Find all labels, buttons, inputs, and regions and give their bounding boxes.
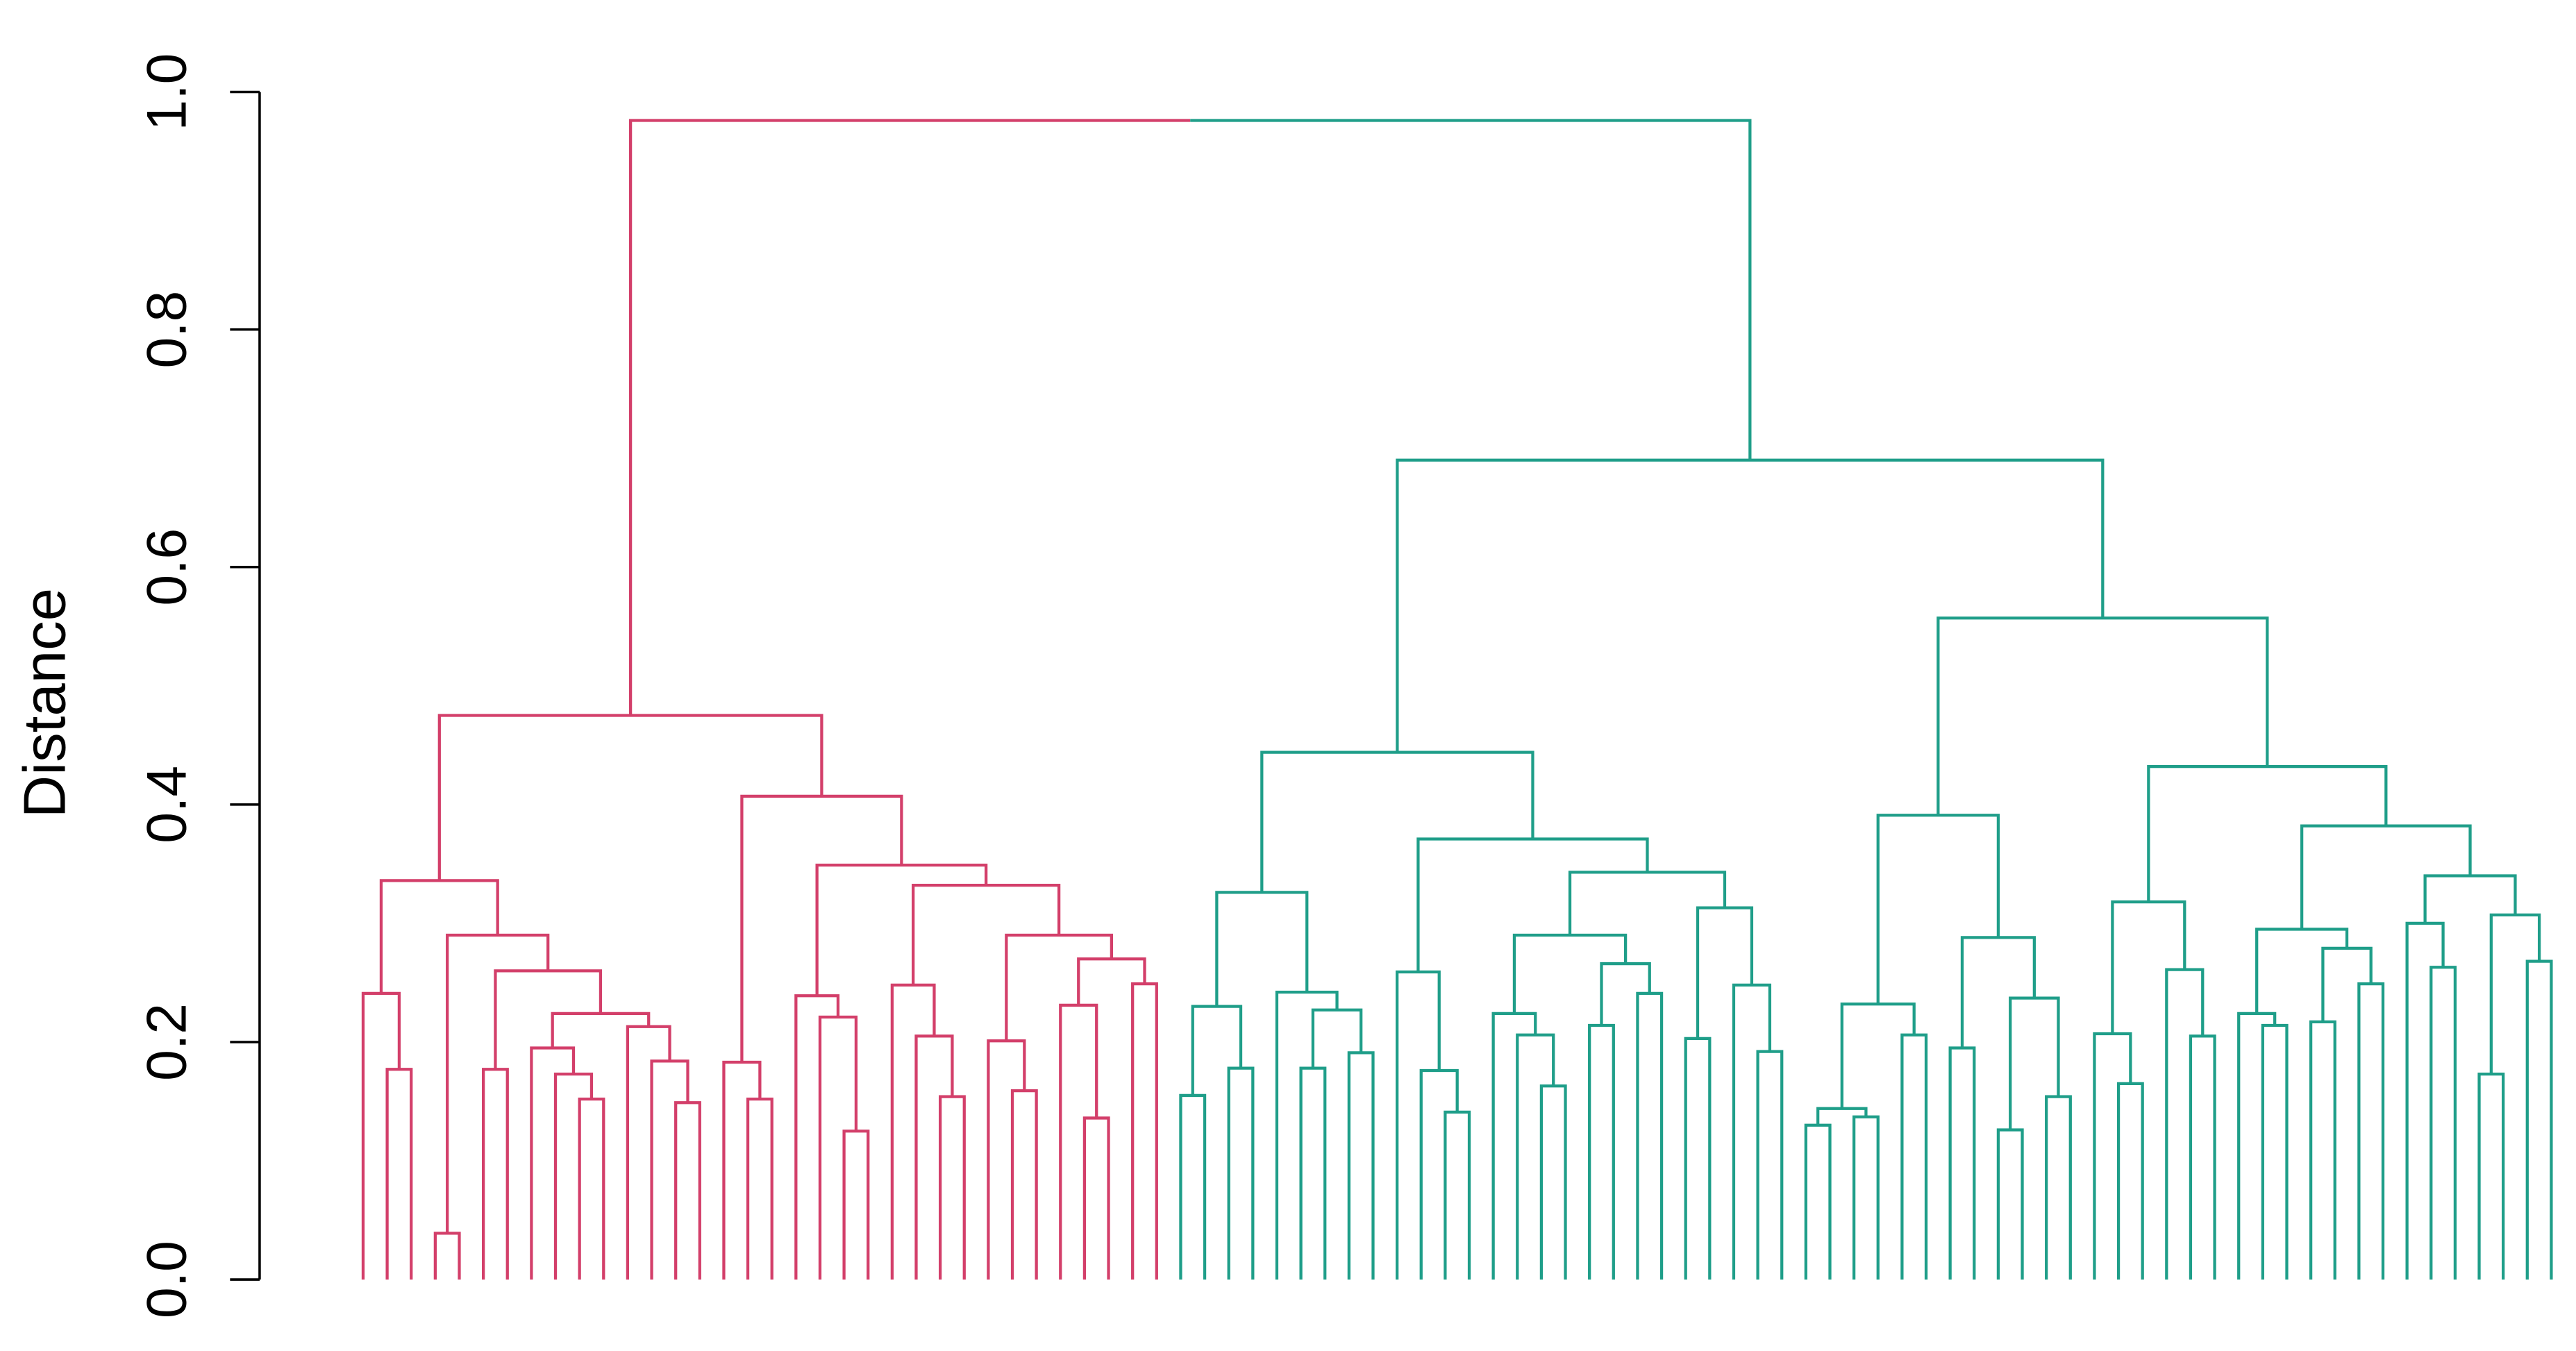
branch [1227, 1066, 1255, 1280]
branch [650, 1059, 689, 1280]
branch [437, 714, 823, 881]
branch [1900, 1033, 1928, 1280]
branch [1804, 1123, 1832, 1280]
branch [842, 1130, 870, 1280]
branch [1636, 991, 1664, 1280]
branch [1516, 1033, 1555, 1280]
branch [746, 1097, 773, 1280]
branch [674, 1101, 701, 1280]
y-tick-label: 1.0 [135, 53, 198, 131]
branch [385, 1068, 413, 1280]
branch [1059, 1003, 1098, 1280]
branch [987, 1039, 1026, 1280]
branch [1444, 1110, 1471, 1280]
branch [2189, 1034, 2216, 1280]
branch [578, 1097, 605, 1280]
branch [1696, 906, 1754, 1039]
branch [481, 1068, 509, 1280]
y-tick-label: 0.8 [135, 291, 198, 369]
branch [2165, 968, 2205, 1280]
branch [890, 983, 936, 1280]
branch [938, 1095, 966, 1280]
branch [818, 1015, 858, 1280]
branch [1299, 1066, 1327, 1280]
branch [2309, 1020, 2336, 1280]
branch [2300, 824, 2472, 930]
branch [379, 879, 499, 993]
branch [1010, 1089, 1038, 1280]
y-axis-title: Distance [12, 588, 78, 818]
branch [1876, 814, 2000, 1005]
branch [1347, 1051, 1375, 1280]
branch [740, 794, 903, 1063]
branch [2111, 900, 2186, 1034]
branch [1082, 1116, 1110, 1280]
branch [1275, 990, 1339, 1280]
branch [551, 1012, 651, 1048]
branch [1311, 1008, 1363, 1068]
branch [2237, 1012, 2277, 1280]
branch [2255, 928, 2349, 1014]
branch [2147, 764, 2388, 903]
branch [494, 969, 603, 1070]
y-tick-label: 0.0 [135, 1241, 198, 1318]
branch [2261, 1023, 2289, 1280]
y-tick-label: 0.6 [135, 528, 198, 606]
branch [1568, 871, 1727, 936]
branch [914, 1034, 954, 1280]
branch [2489, 913, 2541, 1075]
branch [361, 991, 401, 1280]
branch [2009, 996, 2060, 1130]
branch [722, 1060, 762, 1280]
branch [1948, 1046, 1976, 1280]
branch [1416, 837, 1649, 973]
branch [628, 119, 1191, 716]
branch [1684, 1037, 1712, 1280]
branch [1179, 1093, 1207, 1280]
branch [1077, 957, 1146, 1005]
branch [1539, 1084, 1567, 1280]
branch [2525, 959, 2553, 1280]
branch [1190, 119, 1752, 460]
branch [2116, 1082, 2144, 1280]
branch [433, 1232, 461, 1280]
branch [1937, 616, 2269, 816]
branch [1512, 933, 1628, 1014]
branch [1960, 936, 2036, 1048]
branch [2477, 1073, 2505, 1280]
branch [1191, 1005, 1243, 1096]
branch [1852, 1115, 1880, 1280]
branch [815, 863, 988, 996]
branch [553, 1073, 594, 1280]
branch [1131, 982, 1158, 1280]
branch [1395, 970, 1441, 1280]
y-tick-label: 0.2 [135, 1003, 198, 1081]
branch [1732, 983, 1772, 1280]
branch [2045, 1095, 2072, 1280]
branch [530, 1046, 576, 1280]
branch [2357, 982, 2385, 1280]
branch [1756, 1050, 1784, 1280]
y-tick-label: 0.4 [135, 766, 198, 844]
branch [2405, 921, 2445, 1280]
branch [1419, 1068, 1459, 1280]
branch [1396, 458, 2105, 753]
branch [2093, 1032, 2132, 1280]
branch [1996, 1128, 2024, 1280]
branch [1588, 1023, 1615, 1280]
branch [1491, 1012, 1537, 1280]
branch [794, 994, 840, 1280]
branch [1260, 750, 1534, 893]
branch [1215, 891, 1309, 1007]
branch [626, 1025, 671, 1280]
branch [2429, 966, 2457, 1280]
